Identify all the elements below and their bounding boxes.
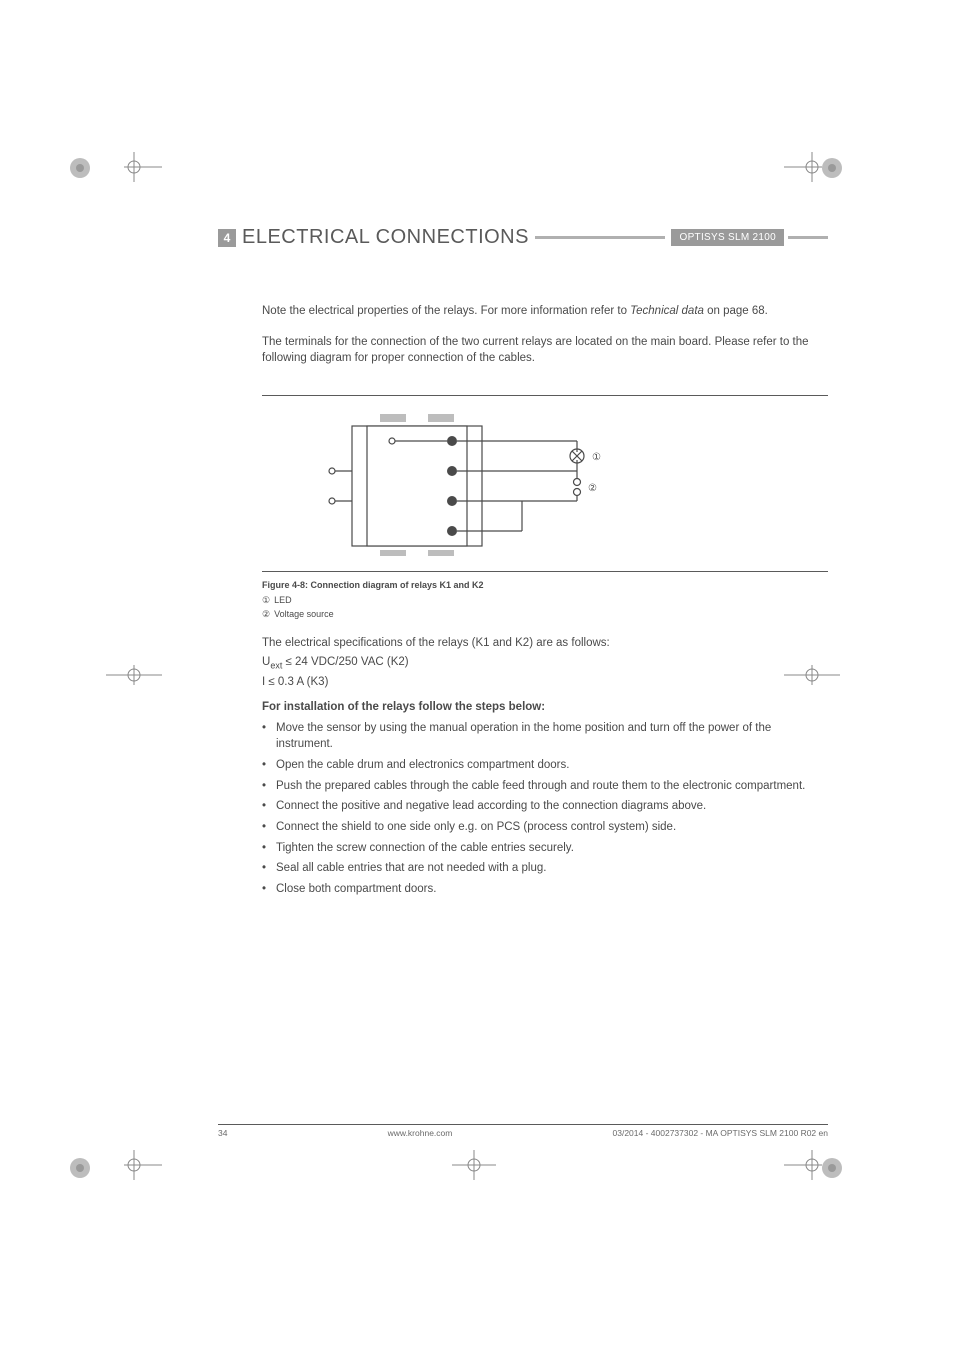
list-item: Open the cable drum and electronics comp… xyxy=(262,757,828,774)
text-italic: Technical data xyxy=(630,305,704,317)
steps-heading: For installation of the relays follow th… xyxy=(262,701,828,713)
list-item: Close both compartment doors. xyxy=(262,881,828,898)
figure-caption: Figure 4-8: Connection diagram of relays… xyxy=(262,580,828,590)
figure-legend-2: ② Voltage source xyxy=(262,608,828,622)
crop-mark-icon xyxy=(104,152,164,182)
register-disc-icon xyxy=(68,1156,92,1180)
register-disc-icon xyxy=(820,1156,844,1180)
legend-text: LED xyxy=(274,595,292,605)
list-item: Seal all cable entries that are not need… xyxy=(262,860,828,877)
legend-marker: ① xyxy=(262,594,270,608)
list-item: Move the sensor by using the manual oper… xyxy=(262,720,828,753)
text: on page 68. xyxy=(704,305,768,317)
header-rule-tail xyxy=(788,236,828,239)
section-title: ELECTRICAL CONNECTIONS xyxy=(242,226,529,249)
steps-list: Move the sensor by using the manual oper… xyxy=(262,720,828,898)
header-rule xyxy=(535,236,666,239)
legend-marker: ② xyxy=(262,608,270,622)
page-number: 34 xyxy=(218,1128,227,1138)
svg-text:①: ① xyxy=(592,452,601,463)
page-content: 4 ELECTRICAL CONNECTIONS OPTISYS SLM 210… xyxy=(218,226,828,902)
svg-text:②: ② xyxy=(588,483,597,494)
crop-mark-icon xyxy=(444,1150,504,1180)
crop-mark-icon xyxy=(104,660,164,690)
figure-legend-1: ① LED xyxy=(262,594,828,608)
page-footer: 34 www.krohne.com 03/2014 - 4002737302 -… xyxy=(218,1124,828,1138)
legend-text: Voltage source xyxy=(274,609,334,619)
intro-paragraph-1: Note the electrical properties of the re… xyxy=(262,303,828,320)
footer-url: www.krohne.com xyxy=(388,1128,453,1138)
product-badge: OPTISYS SLM 2100 xyxy=(671,229,784,246)
section-header: 4 ELECTRICAL CONNECTIONS OPTISYS SLM 210… xyxy=(218,226,828,249)
footer-rule xyxy=(218,1124,828,1125)
list-item: Connect the positive and negative lead a… xyxy=(262,798,828,815)
intro-paragraph-2: The terminals for the connection of the … xyxy=(262,334,828,367)
list-item: Tighten the screw connection of the cabl… xyxy=(262,840,828,857)
text: Note the electrical properties of the re… xyxy=(262,305,630,317)
text-sub: ext xyxy=(270,660,282,670)
spec-line-2: Uext ≤ 24 VDC/250 VAC (K2) xyxy=(262,654,828,672)
spec-line-3: I ≤ 0.3 A (K3) xyxy=(262,674,828,691)
list-item: Push the prepared cables through the cab… xyxy=(262,778,828,795)
register-disc-icon xyxy=(820,156,844,180)
list-item: Connect the shield to one side only e.g.… xyxy=(262,819,828,836)
body-text: Note the electrical properties of the re… xyxy=(262,303,828,898)
section-number-badge: 4 xyxy=(218,229,236,247)
footer-docref: 03/2014 - 4002737302 - MA OPTISYS SLM 21… xyxy=(613,1128,828,1138)
spec-intro: The electrical specifications of the rel… xyxy=(262,635,828,652)
relay-diagram-icon: ① ② xyxy=(262,406,622,556)
figure-connection-diagram: ① ② xyxy=(262,395,828,572)
crop-mark-icon xyxy=(104,1150,164,1180)
text: ≤ 24 VDC/250 VAC (K2) xyxy=(282,656,408,668)
register-disc-icon xyxy=(68,156,92,180)
